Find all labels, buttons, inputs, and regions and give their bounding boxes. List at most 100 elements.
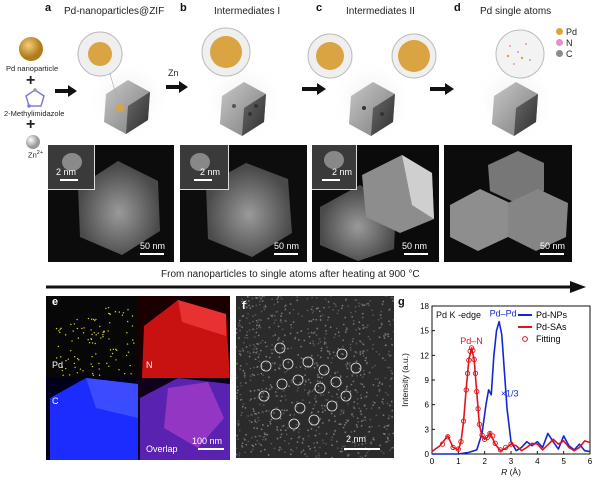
- long-arrow-icon: [46, 281, 586, 293]
- heating-caption: From nanoparticles to single atoms after…: [161, 269, 420, 280]
- fitting-point: [497, 447, 504, 453]
- fitting-point: [489, 433, 496, 439]
- y-axis-label: Intensity (a.u.): [400, 353, 410, 407]
- fitting-point: [475, 406, 481, 412]
- panel-c-title: Intermediates II: [346, 6, 415, 17]
- micrograph-c: 2 nm 50 nm: [312, 145, 439, 262]
- legend-item-c: C: [556, 48, 577, 59]
- legend-label: Pd-SAs: [536, 322, 567, 332]
- x-tick-label: 4: [535, 457, 540, 466]
- fitting-point: [470, 347, 476, 354]
- x-tick-label: 3: [509, 457, 514, 466]
- single-atom-marker: [294, 402, 306, 414]
- zn-label: Zn: [168, 68, 179, 78]
- x-axis-label: R (Å): [501, 467, 521, 477]
- fitting-point: [484, 434, 490, 441]
- legend-dot-icon: [556, 50, 563, 57]
- panel-a-label: a: [45, 2, 52, 14]
- micrograph-a: 2 nm 50 nm: [48, 145, 174, 262]
- inset-scale-label: 2 nm: [200, 167, 221, 177]
- panel-b-title: Intermediates I: [214, 6, 281, 17]
- arrow-icon: [430, 83, 454, 95]
- single-atom-marker: [326, 400, 338, 412]
- eds-map-overlap: Overlap 100 nm: [138, 378, 230, 460]
- fitting-point: [450, 444, 456, 451]
- main-scale-label: 50 nm: [540, 241, 566, 251]
- legend-label: Pd: [566, 26, 578, 37]
- fitting-point: [445, 434, 451, 440]
- eds-label-pd: Pd: [52, 360, 64, 370]
- eds-map-c: C: [46, 378, 138, 460]
- pd-nanoparticle-icon: [19, 37, 43, 61]
- arrow-icon: [302, 83, 326, 95]
- main-scale-label: 50 nm: [140, 241, 166, 251]
- methylimidazole-label: 2-Methylimidazole: [4, 109, 65, 118]
- y-tick-label: 3: [425, 425, 430, 434]
- zif-crystal-illustration: [77, 31, 170, 142]
- pd-nanoparticle-label: Pd nanoparticle: [6, 64, 59, 73]
- zinc-ion-icon: [26, 135, 40, 149]
- intermediate-ii-illustration: [307, 33, 437, 142]
- fitting-point: [471, 356, 477, 363]
- fitting-point: [492, 440, 498, 446]
- eds-label-c: C: [52, 396, 59, 406]
- single-atom-marker: [276, 378, 288, 390]
- y-tick-label: 9: [425, 376, 430, 385]
- eds-label-overlap: Overlap: [146, 444, 178, 454]
- panel-g-label: g: [398, 296, 405, 308]
- methylimidazole-icon: [25, 88, 45, 108]
- legend-swatch: [522, 336, 528, 342]
- fitting-point: [464, 370, 471, 377]
- panel-a-title: Pd-nanoparticles@ZIF: [64, 6, 165, 17]
- panel-f-label: f: [242, 300, 246, 312]
- intermediate-i-illustration: [201, 27, 285, 142]
- fitting-point: [479, 432, 485, 438]
- fitting-point: [503, 444, 509, 451]
- micrograph-b: 2 nm 50 nm: [180, 145, 307, 262]
- eds-map-n: N: [138, 296, 230, 378]
- fitting-point: [466, 357, 472, 363]
- single-atom-marker: [314, 382, 326, 394]
- panel-e-label: e: [52, 296, 59, 308]
- plus-sign-1: +: [26, 72, 36, 89]
- single-atom-marker: [318, 364, 330, 376]
- single-atom-illustration: [473, 29, 557, 142]
- single-atom-marker: [258, 390, 270, 402]
- panel-c-label: c: [316, 2, 323, 14]
- single-atom-marker: [350, 362, 362, 374]
- single-atom-marker: [282, 358, 294, 370]
- single-atom-marker: [260, 360, 272, 372]
- micrograph-d: 50 nm: [444, 145, 572, 262]
- single-atom-marker: [336, 348, 348, 360]
- fitting-point: [455, 446, 461, 452]
- fitting-point: [476, 421, 483, 428]
- x-tick-label: 6: [588, 457, 593, 466]
- haadf-scale-label: 2 nm: [346, 434, 367, 444]
- atom-legend: Pd N C: [556, 26, 577, 59]
- eds-scale-label: 100 nm: [192, 436, 223, 446]
- main-scale-label: 50 nm: [402, 241, 428, 251]
- single-atom-marker: [270, 408, 282, 420]
- single-atom-marker: [274, 342, 286, 354]
- inset-scale-label: 2 nm: [56, 167, 77, 177]
- single-atom-marker: [330, 376, 342, 388]
- main-scale-label: 50 nm: [274, 241, 300, 251]
- fitting-point: [439, 441, 446, 447]
- fitting-point: [458, 439, 464, 445]
- y-tick-label: 15: [420, 327, 429, 336]
- x-tick-label: 0: [430, 457, 435, 466]
- single-atom-marker: [292, 374, 304, 386]
- plus-sign-2: +: [26, 116, 36, 133]
- x-tick-label: 5: [561, 457, 566, 466]
- eds-map-pd: Pd: [46, 296, 138, 378]
- panel-d-label: d: [454, 2, 461, 14]
- fitting-point: [482, 436, 488, 442]
- legend-label: Fitting: [536, 334, 561, 344]
- legend-item-n: N: [556, 37, 577, 48]
- panel-b-label: b: [180, 2, 187, 14]
- peak-annotation: ×1/3: [501, 388, 519, 398]
- x-tick-label: 1: [456, 457, 461, 466]
- arrow-icon: [166, 81, 188, 93]
- legend-dot-icon: [556, 28, 563, 35]
